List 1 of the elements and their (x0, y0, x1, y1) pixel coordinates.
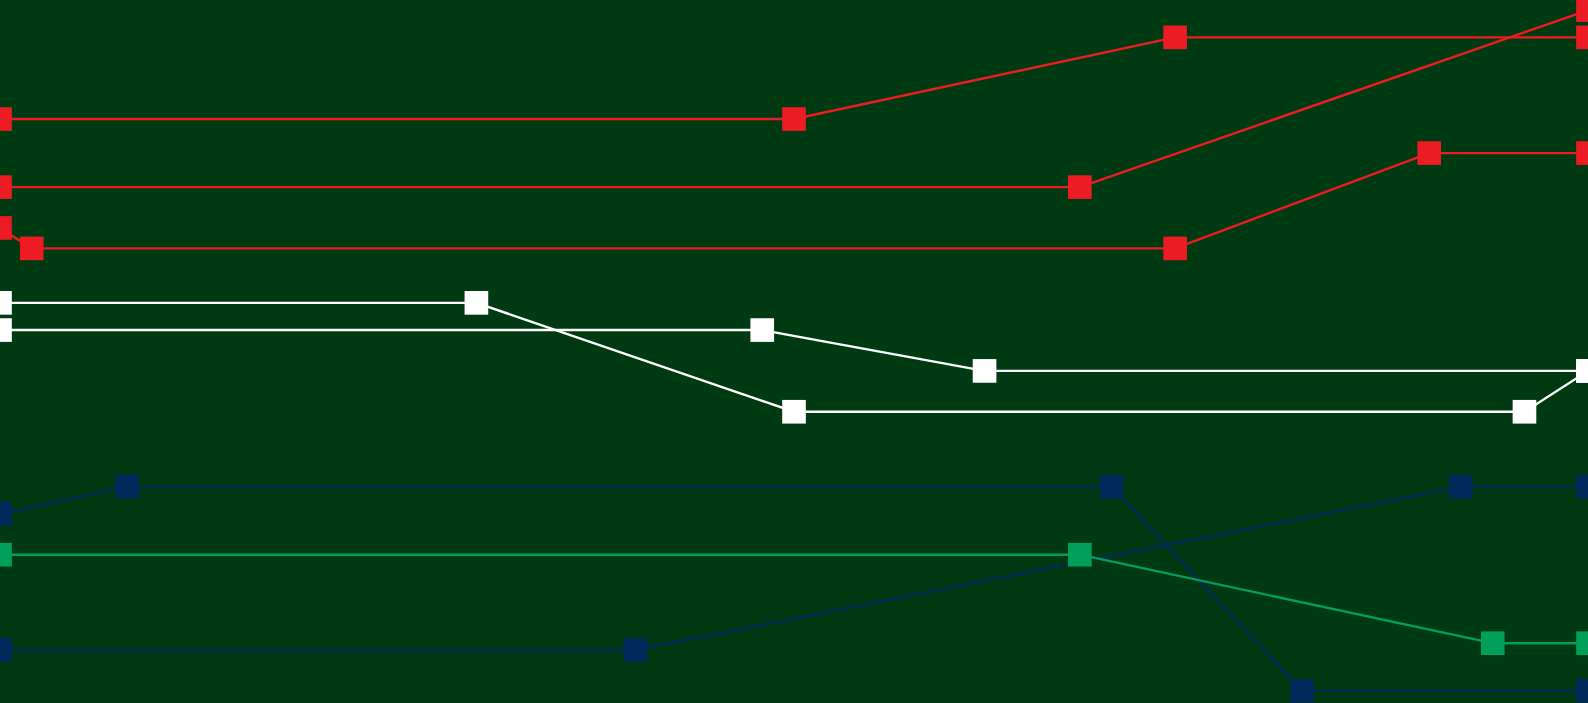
point (782, 399, 806, 424)
